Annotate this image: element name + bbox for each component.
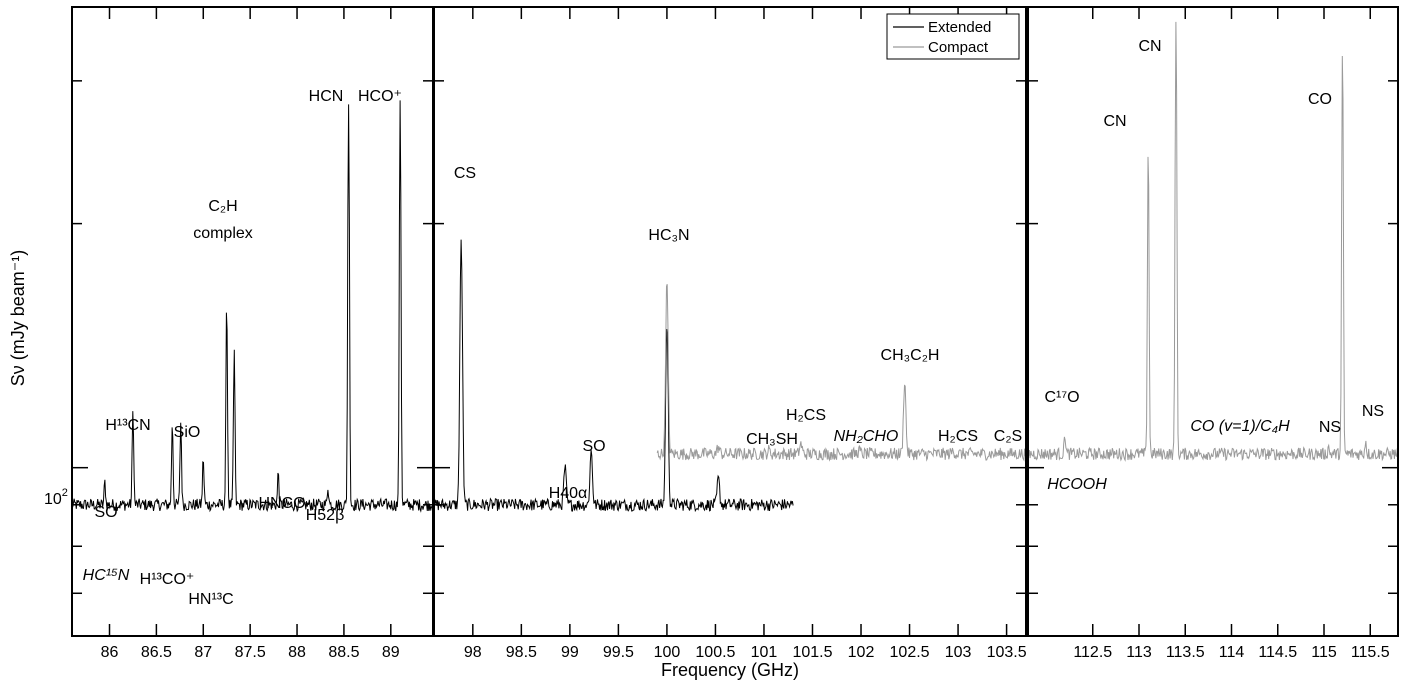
- line-label: SiO: [174, 424, 201, 441]
- legend-box: [886, 13, 1020, 60]
- line-label: H¹³CO⁺: [140, 571, 195, 588]
- line-label: complex: [193, 225, 253, 242]
- line-label: HN¹³C: [188, 591, 233, 608]
- line-label: CN: [1138, 38, 1161, 55]
- x-tick-label: 89: [382, 644, 400, 661]
- panel-right: 112.5 113 113.5 114 114.5 115 115.5 C¹⁷O HCOOH C…: [1027, 6, 1399, 661]
- x-axis-label: Frequency (GHz): [661, 660, 799, 680]
- x-tick-label: 113.5: [1166, 644, 1205, 661]
- line-label: H₂CS: [786, 407, 826, 424]
- line-label: CO (v=1)/C₄H: [1190, 418, 1290, 435]
- line-label: CS: [454, 165, 476, 182]
- x-tick-label: 87: [194, 644, 212, 661]
- panel-left: 86 86.5 87 87.5 88 88.5 89 SO H¹³CN SiO C₂H comple…: [71, 6, 434, 661]
- line-label: HCOOH: [1047, 476, 1107, 493]
- line-label: H52β: [306, 507, 345, 524]
- x-tick-label: 86: [101, 644, 119, 661]
- line-label: C¹⁷O: [1044, 389, 1079, 406]
- line-label: CO: [1308, 91, 1332, 108]
- x-tick-label: 99: [561, 644, 579, 661]
- x-tick-label: 101.5: [792, 644, 832, 661]
- y-axis-label: Sν (mJy beam⁻¹): [8, 250, 28, 387]
- panel-middle: 98 98.5 99 99.5 100 100.5 101 101.5 102 102.5 103 1…: [433, 6, 1027, 661]
- x-tick-label: 88.5: [328, 644, 359, 661]
- line-label: HC₃N: [648, 227, 689, 244]
- line-label: C₂S: [994, 428, 1022, 445]
- x-tick-label: 114: [1219, 644, 1245, 661]
- line-label: CH₃C₂H: [881, 347, 940, 364]
- legend-label-compact: Compact: [928, 39, 989, 56]
- x-tick-label: 113: [1126, 644, 1152, 661]
- panel-right-frame: [1027, 6, 1399, 637]
- line-label: NS: [1362, 403, 1384, 420]
- legend: Extended Compact: [886, 13, 1020, 60]
- x-tick-label: 86.5: [141, 644, 172, 661]
- line-label: SO: [582, 438, 605, 455]
- spectrum-series-compact-panel-1: [656, 284, 1027, 462]
- x-tick-label: 115: [1311, 644, 1337, 661]
- spectrum-series-extended-panel-1: [433, 239, 794, 513]
- x-tick-label: 101: [751, 644, 778, 661]
- x-tick-label: 114.5: [1258, 644, 1297, 661]
- x-tick-label: 100.5: [695, 644, 735, 661]
- line-label: CN: [1103, 113, 1126, 130]
- line-label: NS: [1319, 419, 1341, 436]
- line-label: HCN: [309, 88, 344, 105]
- line-label: SO: [94, 504, 117, 521]
- x-tick-label: 99.5: [603, 644, 634, 661]
- x-tick-label: 88: [288, 644, 306, 661]
- line-label: H40α: [549, 485, 588, 502]
- line-label: HC¹⁵N: [83, 567, 130, 584]
- line-label: CH₃SH: [746, 431, 798, 448]
- y-tick-label-100: 102: [44, 487, 68, 508]
- spectrum-series-compact-panel-2: [1027, 21, 1399, 462]
- line-label: C₂H: [208, 198, 237, 215]
- legend-label-extended: Extended: [928, 19, 991, 36]
- x-tick-label: 98: [464, 644, 482, 661]
- x-tick-label: 115.5: [1351, 644, 1390, 661]
- x-tick-label: 103: [945, 644, 972, 661]
- x-tick-label: 87.5: [235, 644, 266, 661]
- x-tick-label: 103.5: [987, 644, 1027, 661]
- x-tick-label: 102: [848, 644, 875, 661]
- spectrum-series-extended-panel-0: [71, 100, 434, 513]
- x-tick-label: 102.5: [890, 644, 930, 661]
- panel-middle-frame: [433, 6, 1027, 637]
- line-label: NH₂CHO: [834, 428, 899, 445]
- line-label: HNCO: [258, 495, 305, 512]
- line-label: HCO⁺: [358, 88, 402, 105]
- line-label: H₂CS: [938, 428, 978, 445]
- x-tick-label: 98.5: [506, 644, 537, 661]
- x-tick-label: 100: [654, 644, 681, 661]
- line-label: H¹³CN: [105, 417, 150, 434]
- x-tick-label: 112.5: [1073, 644, 1112, 661]
